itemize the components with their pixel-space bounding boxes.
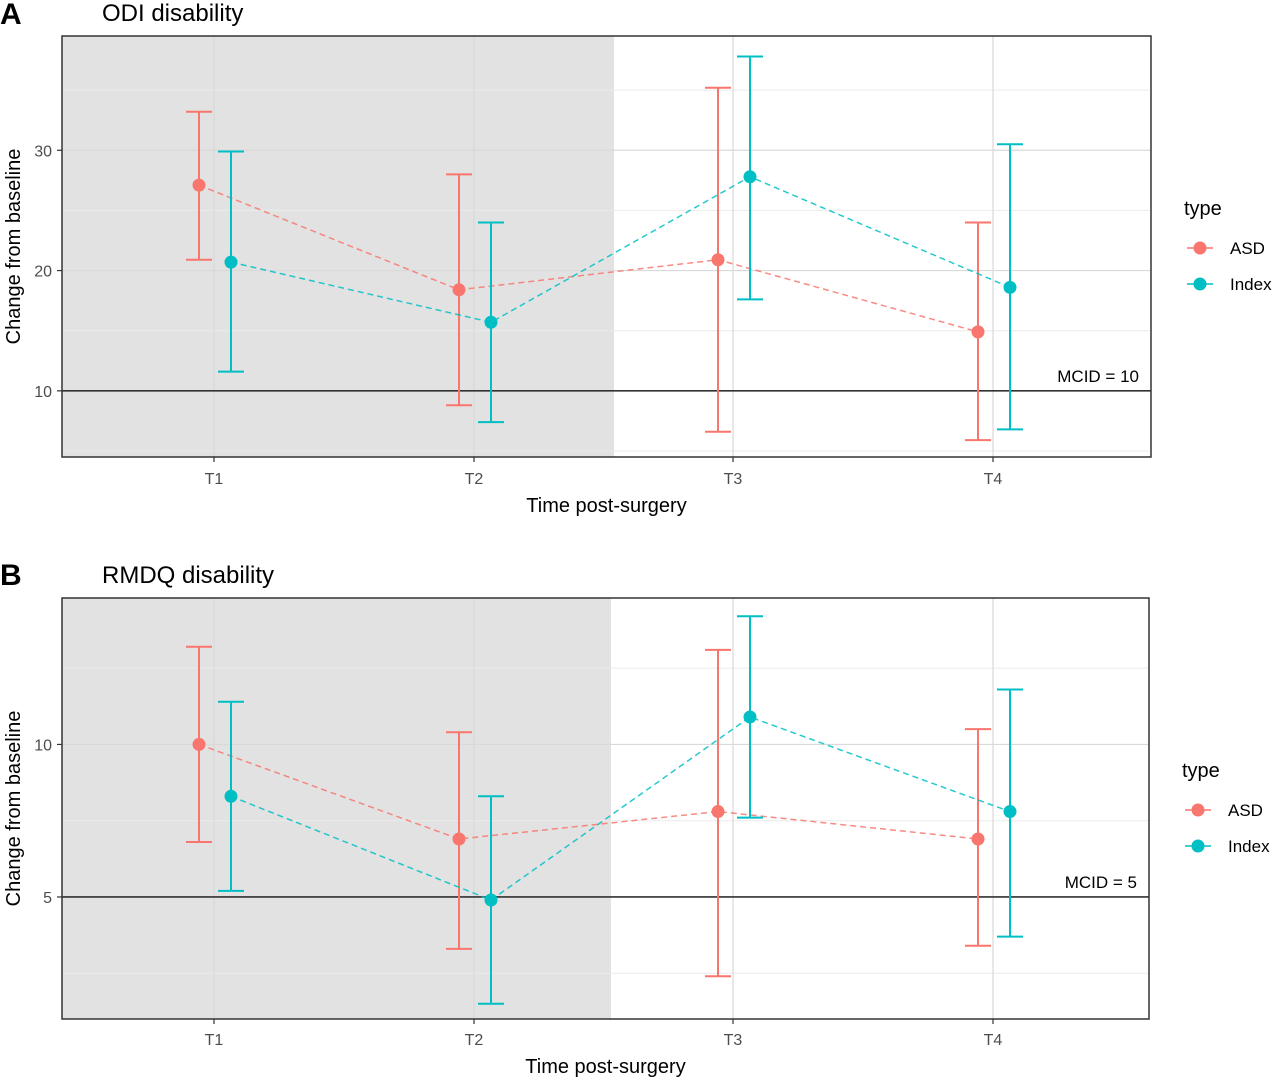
data-point: [452, 283, 466, 297]
data-point: [743, 170, 757, 184]
legend-label-index: Index: [1230, 275, 1272, 294]
x-tick-label: T2: [465, 471, 484, 488]
y-tick-label: 30: [34, 143, 52, 160]
series-asd: [186, 645, 991, 978]
x-tick-label: T2: [465, 1032, 484, 1049]
series-index: [218, 615, 1023, 1005]
y-tick-label: 20: [34, 264, 52, 281]
data-point: [711, 253, 725, 267]
x-tick-label: T4: [984, 1032, 1003, 1049]
x-tick-label: T3: [724, 1032, 743, 1049]
legend-label-index: Index: [1228, 837, 1270, 856]
x-tick-label: T4: [984, 471, 1003, 488]
data-point: [452, 832, 466, 846]
data-point: [1003, 805, 1017, 819]
x-tick-label: T1: [205, 1032, 224, 1049]
data-point: [484, 893, 498, 907]
y-tick-label: 5: [43, 890, 52, 907]
data-point: [971, 325, 985, 339]
data-point: [743, 710, 757, 724]
data-point: [192, 737, 206, 751]
plot-border: [61, 35, 1152, 458]
y-axis-title: Change from baseline: [3, 711, 25, 907]
y-axis-title: Change from baseline: [3, 149, 25, 345]
legend-label-asd: ASD: [1230, 239, 1265, 258]
y-tick-label: 10: [34, 737, 52, 754]
legend-key-point: [1191, 839, 1205, 853]
legend: type ASD Index: [1182, 760, 1270, 856]
mcid-label: MCID = 10: [1057, 367, 1139, 386]
shaded-region: [62, 598, 611, 1019]
legend-key-point: [1191, 803, 1205, 817]
legend-label-asd: ASD: [1228, 801, 1263, 820]
plot-border: [61, 597, 1150, 1020]
data-point: [971, 832, 985, 846]
x-tick-label: T3: [724, 471, 743, 488]
series-index: [218, 55, 1023, 431]
x-tick-label: T1: [205, 471, 224, 488]
mcid-label: MCID = 5: [1065, 873, 1137, 892]
data-point: [711, 805, 725, 819]
legend-key-point: [1193, 277, 1207, 291]
legend: type ASD Index: [1184, 198, 1272, 294]
x-axis-title: Time post-surgery: [526, 495, 686, 517]
panel-letter: B: [0, 559, 22, 592]
legend-key-point: [1193, 241, 1207, 255]
series-line-index: [230, 175, 1011, 324]
data-point: [224, 255, 238, 269]
data-point: [224, 789, 238, 803]
chart-title: RMDQ disability: [102, 562, 274, 589]
y-tick-label: 10: [34, 384, 52, 401]
series-line-index: [230, 716, 1011, 901]
x-axis-title: Time post-surgery: [525, 1056, 685, 1078]
legend-title: type: [1182, 760, 1220, 782]
series-line-asd: [198, 184, 979, 333]
legend-title: type: [1184, 198, 1222, 220]
shaded-region: [62, 36, 614, 457]
data-point: [484, 315, 498, 329]
panel-letter: A: [0, 0, 22, 31]
chart-title: ODI disability: [102, 0, 243, 27]
panel-a: MCID = 10 10 20 30 T1 T2 T3 T4 A ODI disability Ti…: [0, 0, 1272, 517]
panel-b: MCID = 5 5 10 T1 T2 T3 T4 B RMDQ disability Time …: [0, 559, 1270, 1078]
data-point: [1003, 280, 1017, 294]
data-point: [192, 178, 206, 192]
series-asd: [186, 86, 991, 442]
